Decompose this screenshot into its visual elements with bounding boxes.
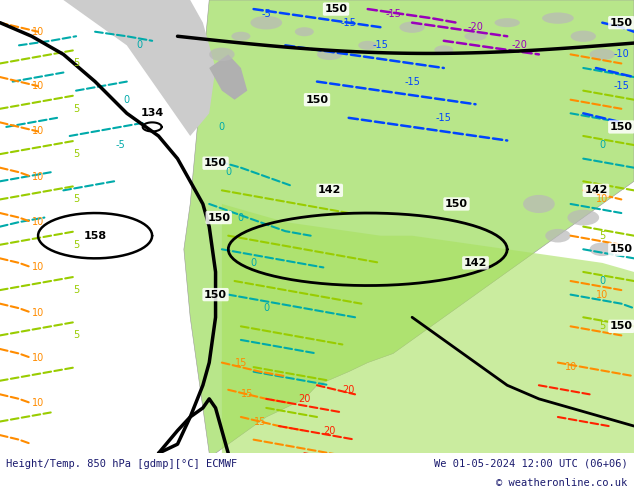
- Text: -20: -20: [512, 40, 528, 50]
- Text: -15: -15: [613, 81, 630, 91]
- Text: 142: 142: [464, 258, 487, 268]
- Text: 10: 10: [32, 172, 44, 182]
- Text: 0: 0: [136, 40, 143, 50]
- Text: -5: -5: [115, 140, 126, 150]
- Ellipse shape: [295, 27, 314, 36]
- Polygon shape: [222, 204, 634, 453]
- Ellipse shape: [434, 45, 453, 54]
- Text: 10: 10: [32, 217, 44, 227]
- Ellipse shape: [567, 210, 599, 225]
- Text: -15: -15: [385, 9, 401, 19]
- Text: 5: 5: [73, 104, 79, 114]
- Ellipse shape: [542, 12, 574, 24]
- Text: 150: 150: [204, 290, 227, 299]
- Text: 150: 150: [207, 213, 230, 222]
- Text: 15: 15: [241, 390, 254, 399]
- Text: 0: 0: [124, 95, 130, 105]
- Text: 150: 150: [306, 95, 328, 105]
- Text: 10: 10: [32, 81, 44, 91]
- Ellipse shape: [464, 32, 487, 41]
- Text: 142: 142: [585, 185, 607, 196]
- Text: -20: -20: [467, 22, 484, 32]
- Text: 0: 0: [225, 167, 231, 177]
- Ellipse shape: [523, 195, 555, 213]
- Text: 10: 10: [32, 398, 44, 408]
- Text: -15: -15: [436, 113, 452, 123]
- Text: 5: 5: [73, 195, 79, 204]
- Polygon shape: [0, 0, 216, 136]
- Text: 150: 150: [325, 4, 347, 14]
- Ellipse shape: [250, 16, 282, 29]
- Ellipse shape: [358, 41, 377, 50]
- Text: -15: -15: [404, 76, 420, 87]
- Ellipse shape: [209, 48, 235, 61]
- Text: 5: 5: [73, 330, 79, 341]
- Text: 0: 0: [250, 258, 257, 268]
- Text: © weatheronline.co.uk: © weatheronline.co.uk: [496, 478, 628, 489]
- Text: 5: 5: [73, 149, 79, 159]
- Text: 10: 10: [32, 27, 44, 37]
- Text: 150: 150: [204, 158, 227, 168]
- Text: 20: 20: [342, 385, 355, 395]
- Text: 5: 5: [73, 58, 79, 69]
- Text: 0: 0: [599, 276, 605, 286]
- Text: 158: 158: [84, 231, 107, 241]
- Ellipse shape: [317, 49, 342, 60]
- Text: 0: 0: [263, 303, 269, 313]
- Text: 20: 20: [323, 426, 336, 436]
- Text: 150: 150: [610, 18, 633, 27]
- Text: 0: 0: [599, 140, 605, 150]
- Text: 5: 5: [73, 285, 79, 295]
- Text: 10: 10: [564, 362, 577, 372]
- Text: 5: 5: [73, 240, 79, 250]
- Text: 150: 150: [610, 245, 633, 254]
- Text: 150: 150: [445, 199, 468, 209]
- Text: 150: 150: [610, 122, 633, 132]
- Text: 142: 142: [318, 185, 341, 196]
- Text: 5: 5: [599, 231, 605, 241]
- Text: 0: 0: [219, 122, 225, 132]
- Text: -15: -15: [372, 40, 389, 50]
- Ellipse shape: [545, 229, 571, 243]
- Ellipse shape: [495, 18, 520, 27]
- Ellipse shape: [590, 243, 615, 256]
- Polygon shape: [209, 54, 247, 99]
- Text: 20: 20: [298, 394, 311, 404]
- Text: Height/Temp. 850 hPa [gdmp][°C] ECMWF: Height/Temp. 850 hPa [gdmp][°C] ECMWF: [6, 459, 238, 468]
- Text: 15: 15: [235, 358, 247, 368]
- Polygon shape: [184, 0, 634, 453]
- Text: -5: -5: [261, 9, 271, 19]
- Text: 10: 10: [32, 308, 44, 318]
- Text: 10: 10: [32, 263, 44, 272]
- Ellipse shape: [571, 30, 596, 42]
- Text: 10: 10: [596, 195, 609, 204]
- Text: -10: -10: [614, 49, 629, 59]
- Text: 15: 15: [254, 416, 266, 426]
- Ellipse shape: [399, 22, 425, 33]
- Text: 0: 0: [238, 213, 244, 222]
- Text: 10: 10: [32, 353, 44, 363]
- Text: 10: 10: [596, 290, 609, 299]
- Text: 5: 5: [599, 321, 605, 331]
- Text: 150: 150: [610, 321, 633, 331]
- Ellipse shape: [590, 49, 615, 60]
- Text: -15: -15: [340, 18, 357, 27]
- Text: 10: 10: [32, 126, 44, 136]
- Ellipse shape: [231, 32, 250, 41]
- Text: We 01-05-2024 12:00 UTC (06+06): We 01-05-2024 12:00 UTC (06+06): [434, 459, 628, 468]
- Text: 134: 134: [141, 108, 164, 118]
